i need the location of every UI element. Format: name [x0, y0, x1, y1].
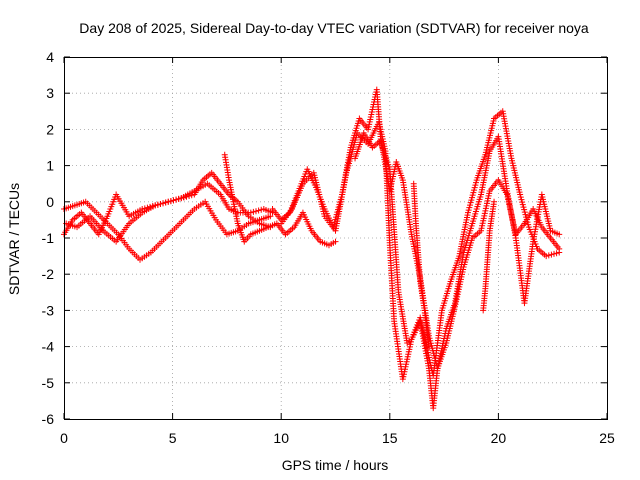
data-point — [543, 253, 550, 260]
data-marker — [188, 192, 195, 199]
chart-title: Day 208 of 2025, Sidereal Day-to-day VTE… — [79, 20, 589, 36]
x-axis-label: GPS time / hours — [282, 457, 389, 473]
data-marker — [186, 193, 193, 200]
data-marker — [466, 202, 473, 209]
data-marker — [521, 209, 528, 216]
data-marker — [519, 201, 526, 208]
data-marker — [466, 204, 473, 211]
x-tick-labels: 0 5 10 15 20 25 — [60, 430, 615, 446]
data-point — [178, 195, 185, 202]
data-point — [152, 202, 159, 209]
data-marker — [430, 350, 437, 357]
x-tick-label: 0 — [60, 430, 68, 446]
data-marker — [471, 187, 478, 194]
y-tick-label: -5 — [42, 375, 55, 391]
data-marker — [518, 196, 525, 203]
data-marker — [553, 250, 560, 257]
data-marker — [253, 208, 260, 215]
data-marker — [160, 200, 167, 207]
x-tick-label: 15 — [382, 430, 398, 446]
data-marker — [173, 196, 180, 203]
data-marker — [255, 207, 262, 214]
data-marker — [548, 251, 555, 258]
data-point — [517, 191, 524, 198]
y-tick-label: -3 — [42, 302, 55, 318]
data-point — [332, 238, 339, 245]
series-track-1 — [61, 198, 274, 263]
data-marker — [468, 197, 475, 204]
data-marker — [545, 252, 552, 259]
y-tick-label: 3 — [46, 85, 54, 101]
x-tick-label: 10 — [273, 430, 289, 446]
y-tick-label: -6 — [42, 411, 55, 427]
data-point — [491, 198, 498, 205]
data-marker — [525, 221, 532, 228]
x-tick-label: 25 — [599, 430, 615, 446]
series-track-6 — [278, 119, 563, 412]
data-point — [556, 245, 563, 252]
y-tick-label: 2 — [46, 121, 54, 137]
data-marker — [429, 347, 436, 354]
grid-lines — [64, 57, 607, 419]
data-marker — [472, 182, 479, 189]
x-tick-label: 20 — [491, 430, 507, 446]
series-track-4 — [221, 151, 339, 249]
y-tick-labels: -6 -5 -4 -3 -2 -1 0 1 2 3 4 — [42, 49, 55, 427]
data-marker — [467, 199, 474, 206]
data-point — [556, 231, 563, 238]
series-track-8 — [410, 180, 432, 350]
y-tick-label: -4 — [42, 339, 55, 355]
y-tick-label: 1 — [46, 158, 54, 174]
data-marker — [469, 194, 476, 201]
y-axis-label: SDTVAR / TECUs — [6, 183, 22, 295]
y-tick-label: -1 — [42, 230, 55, 246]
data-marker — [170, 197, 177, 204]
data-point — [425, 343, 432, 350]
data-marker — [157, 200, 164, 207]
data-marker — [521, 206, 528, 213]
data-marker — [167, 198, 174, 205]
axis-ticks — [63, 56, 608, 420]
data-marker — [431, 352, 438, 359]
data-marker — [519, 199, 526, 206]
data-marker — [183, 193, 190, 200]
data-point — [464, 209, 471, 216]
y-tick-label: 0 — [46, 194, 54, 210]
data-marker — [180, 194, 187, 201]
series-track-2 — [61, 180, 276, 238]
data-marker — [470, 189, 477, 196]
data-marker — [431, 355, 438, 362]
data-marker — [522, 211, 529, 218]
data-marker — [551, 250, 558, 257]
data-marker — [429, 345, 436, 352]
data-marker — [432, 357, 439, 364]
data-marker — [471, 184, 478, 191]
data-series — [61, 86, 563, 412]
data-marker — [154, 201, 161, 208]
data-marker — [517, 194, 524, 201]
plot-frame — [64, 57, 608, 420]
x-tick-label: 5 — [169, 430, 177, 446]
data-point — [247, 209, 254, 216]
data-marker — [469, 192, 476, 199]
data-point — [165, 198, 172, 205]
data-marker — [250, 208, 257, 215]
data-marker — [162, 199, 169, 206]
data-marker — [473, 179, 480, 186]
series-track-9 — [480, 198, 498, 314]
data-marker — [465, 207, 472, 214]
data-point — [425, 332, 432, 339]
y-tick-label: 4 — [46, 49, 54, 65]
data-marker — [175, 195, 182, 202]
y-tick-label: -2 — [42, 266, 55, 282]
data-marker — [520, 204, 527, 211]
